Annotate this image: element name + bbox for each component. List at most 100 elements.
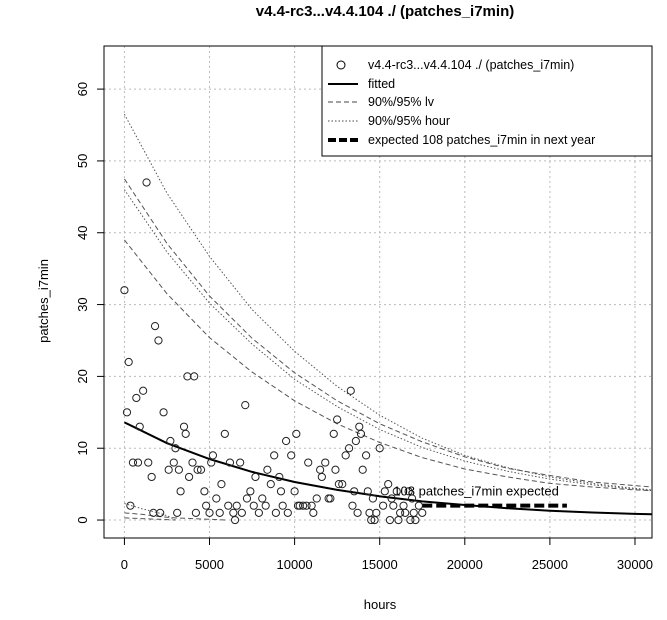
data-point <box>254 508 263 517</box>
data-point <box>174 465 183 474</box>
data-point <box>304 458 313 467</box>
data-point <box>326 494 335 503</box>
data-point <box>229 508 238 517</box>
band-hour-line <box>124 503 176 521</box>
data-point <box>276 487 286 496</box>
data-point <box>120 286 129 295</box>
data-point <box>385 515 395 525</box>
data-point <box>220 429 229 438</box>
data-points <box>120 178 427 525</box>
y-axis-label: patches_i7min <box>36 259 51 343</box>
data-point <box>404 487 413 496</box>
data-point <box>251 472 260 482</box>
data-point <box>363 487 372 496</box>
data-point <box>205 508 214 517</box>
data-point <box>241 401 250 410</box>
legend-box <box>321 45 653 157</box>
data-point <box>278 501 287 510</box>
fitted-line <box>123 421 652 516</box>
data-point <box>135 422 144 431</box>
data-point <box>358 465 367 474</box>
data-point <box>225 458 235 467</box>
data-point <box>190 372 199 381</box>
data-point <box>344 444 354 453</box>
data-point <box>128 458 138 467</box>
data-point <box>384 480 393 489</box>
legend: v4.4-rc3...v4.4.104 ./ (patches_i7min) f… <box>321 45 653 157</box>
data-point <box>380 487 389 496</box>
data-point <box>365 508 374 517</box>
data-point <box>331 465 340 474</box>
data-point <box>159 408 168 417</box>
x-tick-label: 15000 <box>362 557 398 572</box>
data-point <box>217 480 226 489</box>
data-point <box>333 415 342 424</box>
data-point <box>348 501 357 510</box>
data-point <box>329 429 338 438</box>
data-point <box>147 472 156 482</box>
data-point <box>188 458 197 467</box>
x-tick-label: 25000 <box>532 557 568 572</box>
data-point <box>351 436 360 446</box>
data-point <box>184 472 194 482</box>
data-point <box>144 458 153 467</box>
data-point <box>290 487 299 496</box>
annotation: 108 patches_i7min expected <box>393 484 559 499</box>
x-tick-label: 20000 <box>447 557 483 572</box>
data-point <box>356 429 366 438</box>
data-point <box>361 451 371 460</box>
data-point <box>409 508 418 517</box>
x-tick-label: 5000 <box>195 557 224 572</box>
x-tick-label: 0 <box>121 557 128 572</box>
data-point <box>169 458 178 467</box>
y-tick-label: 30 <box>75 297 90 311</box>
data-point <box>406 515 415 525</box>
data-point <box>407 494 417 503</box>
data-point <box>179 422 189 431</box>
band-lv-line <box>123 178 652 488</box>
data-point <box>246 487 255 496</box>
data-point <box>193 465 202 474</box>
data-point <box>299 501 308 510</box>
data-point <box>237 508 246 517</box>
data-point <box>173 508 182 517</box>
data-point <box>270 451 279 460</box>
legend-label-points: v4.4-rc3...v4.4.104 ./ (patches_i7min) <box>368 58 574 72</box>
data-point <box>283 508 292 517</box>
data-point <box>379 501 388 510</box>
data-point <box>396 508 405 517</box>
data-point <box>142 178 151 187</box>
data-point <box>202 501 211 510</box>
data-point <box>154 336 163 345</box>
data-point <box>418 508 427 517</box>
data-point <box>156 508 165 517</box>
data-point <box>200 487 209 496</box>
data-point <box>368 494 377 503</box>
y-tick-label: 60 <box>75 82 90 96</box>
chart-title: v4.4-rc3...v4.4.104 ./ (patches_i7min) <box>256 3 514 20</box>
legend-marker-points <box>336 60 346 70</box>
data-point <box>164 465 173 474</box>
data-point <box>292 429 301 438</box>
data-point <box>132 393 141 403</box>
data-point <box>263 465 272 474</box>
data-point <box>334 480 343 489</box>
data-point <box>389 501 398 510</box>
data-point <box>414 501 423 510</box>
data-point <box>126 501 135 510</box>
data-point <box>196 465 206 474</box>
band-lv-line <box>124 517 176 521</box>
data-point <box>401 508 410 517</box>
data-point <box>191 508 201 517</box>
x-tick-label: 30000 <box>617 557 653 572</box>
y-tick-label: 20 <box>75 369 90 383</box>
data-point <box>266 480 275 489</box>
band-lv-line <box>124 512 227 521</box>
data-point <box>249 501 258 510</box>
data-point <box>312 494 321 503</box>
data-point <box>316 465 325 474</box>
data-point <box>350 487 359 496</box>
data-point <box>224 501 233 510</box>
legend-label-hour: 90%/95% hour <box>368 114 450 128</box>
data-point <box>341 451 350 460</box>
